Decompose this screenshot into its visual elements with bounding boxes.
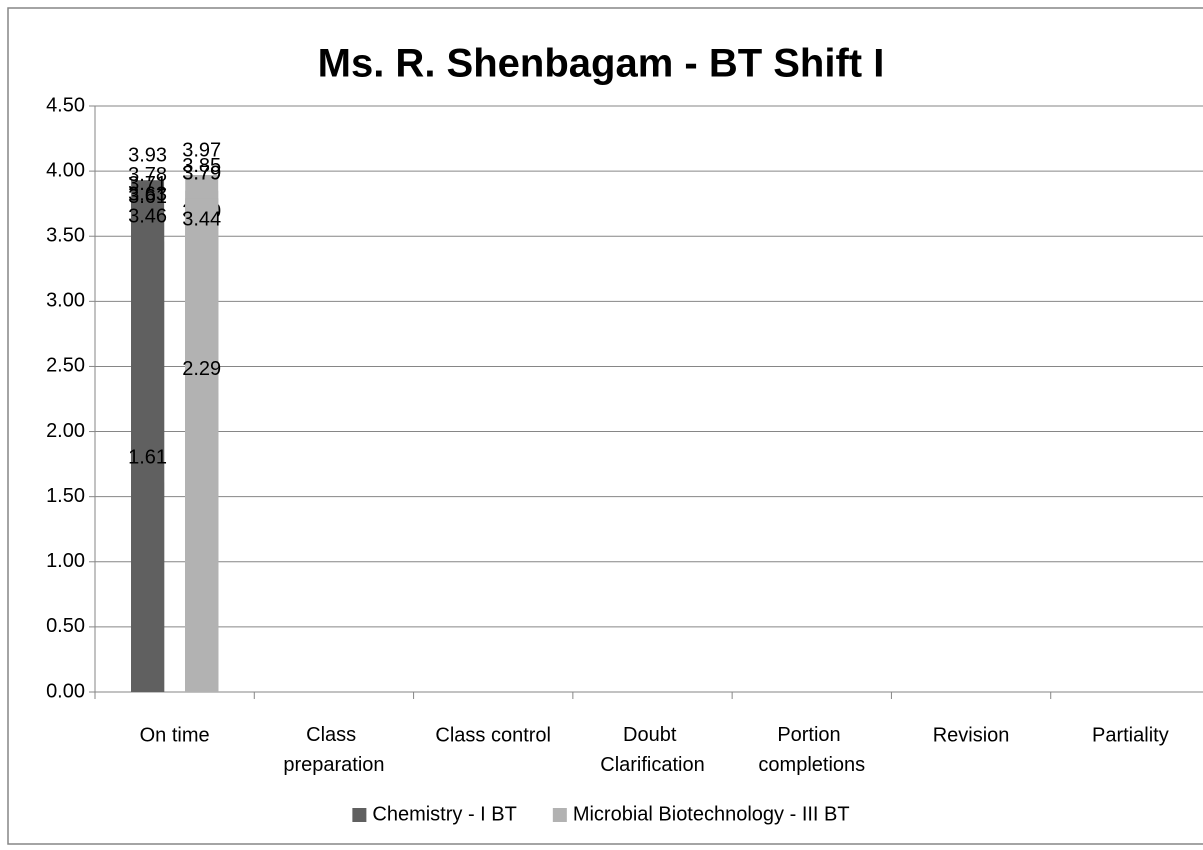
data-label: 2.29 (182, 358, 221, 380)
legend-swatch (552, 808, 567, 822)
x-tick-label: Doubt Clarification (600, 724, 704, 776)
legend-label: Chemistry - I BT (372, 803, 516, 825)
x-tick-label: On time (140, 724, 210, 746)
data-label: 3.85 (182, 155, 221, 177)
data-label: 3.61 (128, 186, 167, 208)
data-label: 3.44 (182, 208, 221, 230)
legend-swatch (352, 808, 367, 822)
y-tick-label: 4.50 (46, 94, 85, 116)
data-label: 3.79 (182, 163, 221, 185)
data-label: 3.46 (128, 206, 167, 228)
y-tick-label: 1.50 (46, 485, 85, 507)
y-tick-label: 3.50 (46, 225, 85, 247)
y-tick-label: 2.00 (46, 420, 85, 442)
chart-title: Ms. R. Shenbagam - BT Shift I (318, 42, 885, 86)
y-tick-label: 2.50 (46, 355, 85, 377)
data-label: 3.63 (128, 184, 167, 206)
y-tick-label: 4.00 (46, 159, 85, 181)
y-tick-label: 3.00 (46, 290, 85, 312)
data-label: 1.61 (128, 447, 167, 469)
x-tick-label: Class control (435, 724, 551, 746)
legend-label: Microbial Biotechnology - III BT (573, 803, 850, 825)
x-tick-label: Revision (933, 724, 1010, 746)
x-tick-label: Partiality (1092, 724, 1169, 746)
x-tick-label: Class preparation (283, 724, 384, 776)
y-tick-label: 0.50 (46, 615, 85, 637)
bar (131, 482, 165, 692)
data-label: 3.93 (128, 145, 167, 167)
y-tick-label: 0.00 (46, 680, 85, 702)
y-tick-label: 1.00 (46, 550, 85, 572)
data-label: 3.97 (182, 139, 221, 161)
data-label: 3.78 (128, 164, 167, 186)
data-label: 3.79 (182, 163, 221, 185)
x-tick-label: Portion completions (758, 724, 865, 776)
data-label: 3.71 (128, 173, 167, 195)
bar (185, 393, 219, 692)
